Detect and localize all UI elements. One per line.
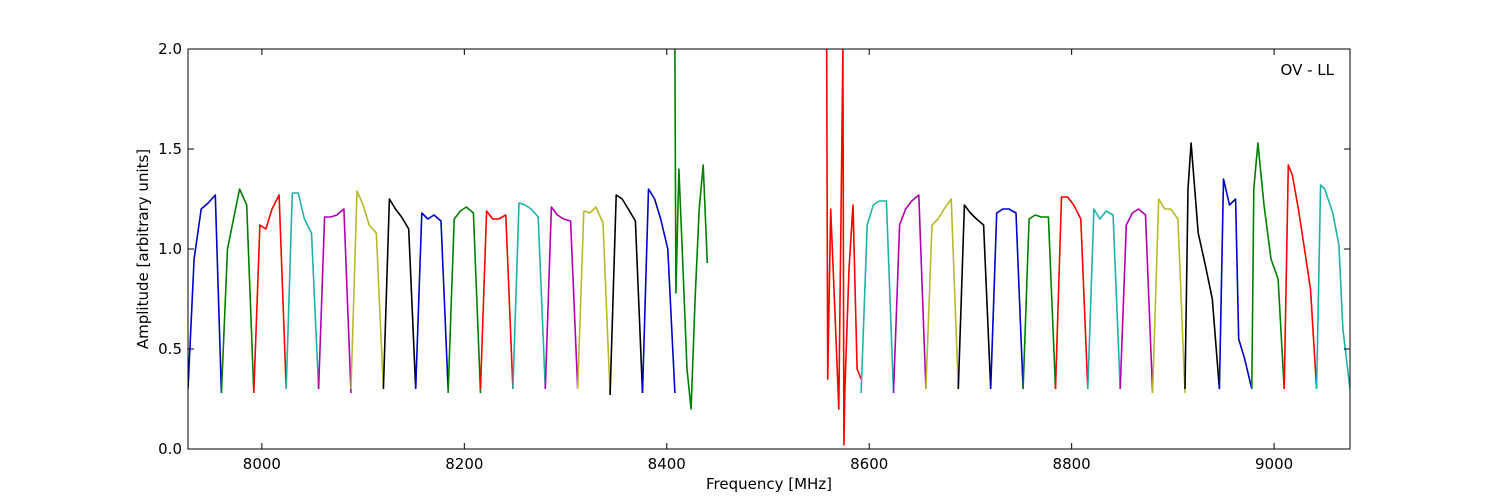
series-line-8 [414,212,449,390]
series-line-23 [1022,214,1057,390]
series-line-12 [544,206,579,390]
y-tick-label: 1.5 [158,140,182,158]
series-line-3 [253,194,287,394]
x-tick-label: 8200 [445,455,483,473]
series-line-31 [1283,164,1318,390]
series-layer [188,49,1350,446]
y-tick-label: 0.0 [158,440,182,458]
series-line-15 [641,188,676,394]
x-tick-label: 9000 [1255,455,1293,473]
series-line-1 [188,194,223,394]
series-line-25 [1087,208,1121,390]
series-line-32 [1315,184,1350,390]
series-line-2 [220,188,255,394]
series-line-14 [609,194,644,396]
series-line-11 [512,202,547,390]
series-line-10 [479,210,514,390]
series-line-22 [989,208,1024,390]
series-line-17 [825,49,862,446]
series-line-4 [285,192,320,390]
series-line-5 [317,208,352,394]
ticks-layer: 8000 8200 8400 8600 8800 9000 0.0 0.5 1.0 1.5 2.0 [158,40,1350,473]
series-line-19 [892,194,927,394]
series-line-13 [576,206,611,396]
series-line-28 [1184,142,1221,390]
x-tick-label: 8800 [1053,455,1091,473]
x-tick-label: 8400 [648,455,686,473]
series-line-9 [447,206,482,394]
plot-area-frame [187,48,1351,450]
x-axis-label: Frequency [MHz] [706,475,832,493]
chart-annotation: OV - LL [1281,61,1335,79]
series-line-26 [1119,208,1154,394]
y-tick-label: 0.5 [158,340,182,358]
y-axis-label: Amplitude [arbitrary units] [134,149,152,349]
series-line-30 [1251,142,1285,390]
y-tick-label: 2.0 [158,40,182,58]
x-tick-label: 8600 [850,455,888,473]
y-tick-label: 1.0 [158,240,182,258]
series-line-21 [957,204,992,390]
series-line-6 [350,190,385,390]
series-line-16 [674,49,709,410]
series-line-27 [1151,198,1186,394]
series-line-7 [382,198,417,390]
series-line-20 [925,198,960,390]
series-line-18 [860,200,895,394]
x-tick-label: 8000 [243,455,281,473]
series-line-29 [1218,178,1253,390]
series-line-24 [1054,196,1089,390]
